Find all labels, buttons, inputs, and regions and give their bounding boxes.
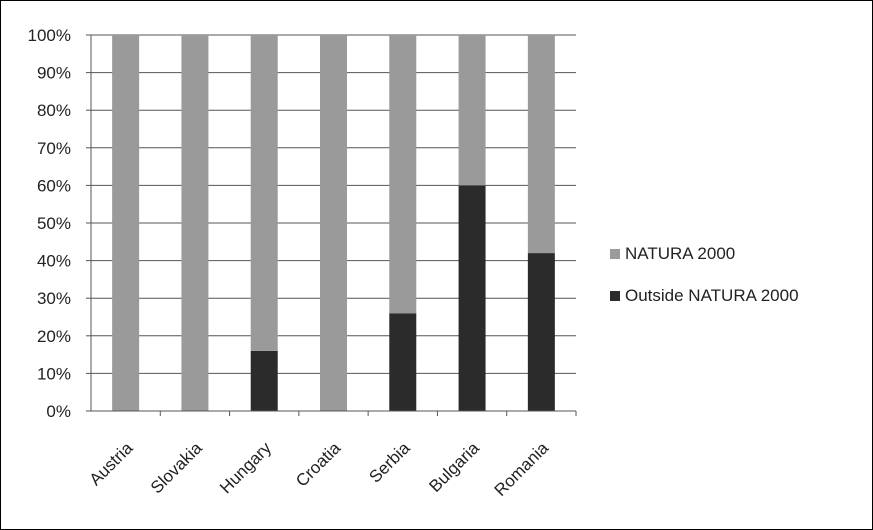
x-tick-label: Croatia	[292, 438, 345, 491]
x-tick-label: Romania	[491, 438, 553, 500]
legend-swatch	[610, 291, 620, 301]
y-tick-label: 30%	[37, 289, 71, 308]
y-tick-label: 20%	[37, 327, 71, 346]
y-tick-label: 70%	[37, 139, 71, 158]
legend-swatch	[610, 249, 620, 259]
y-tick-label: 100%	[28, 26, 71, 45]
y-tick-label: 90%	[37, 64, 71, 83]
bar-segment	[250, 350, 278, 411]
bar-segment	[389, 35, 417, 314]
legend: NATURA 2000 Outside NATURA 2000	[610, 244, 799, 305]
bar-segment	[527, 253, 555, 411]
bar-segment	[458, 185, 486, 411]
y-tick-label: 10%	[37, 364, 71, 383]
y-tick-label: 40%	[37, 252, 71, 271]
y-tick-label: 0%	[46, 402, 71, 421]
bar-segment	[112, 35, 140, 411]
legend-label: Outside NATURA 2000	[625, 286, 799, 305]
x-tick-label: Slovakia	[147, 438, 206, 497]
bar-segment	[181, 35, 209, 411]
bar-segment	[527, 35, 555, 254]
bar-segment	[250, 35, 278, 351]
x-axis-ticks: Austria Slovakia Hungary Croatia Serbia Bulga…	[86, 438, 553, 500]
y-tick-label: 60%	[37, 176, 71, 195]
y-tick-label: 50%	[37, 214, 71, 233]
bar-segment	[458, 35, 486, 186]
bar-segment	[320, 35, 347, 411]
x-tick-label: Hungary	[216, 438, 275, 497]
legend-label: NATURA 2000	[625, 244, 735, 263]
bar-segment	[389, 313, 417, 411]
x-tick-label: Bulgaria	[425, 438, 483, 496]
axes	[86, 34, 577, 416]
bars	[112, 35, 555, 411]
x-tick-label: Serbia	[365, 438, 414, 487]
y-axis-ticks: 0% 10% 20% 30% 40% 50% 60% 70% 80% 90% 100%	[28, 26, 71, 421]
x-tick-label: Austria	[86, 438, 137, 489]
y-tick-label: 80%	[37, 101, 71, 120]
